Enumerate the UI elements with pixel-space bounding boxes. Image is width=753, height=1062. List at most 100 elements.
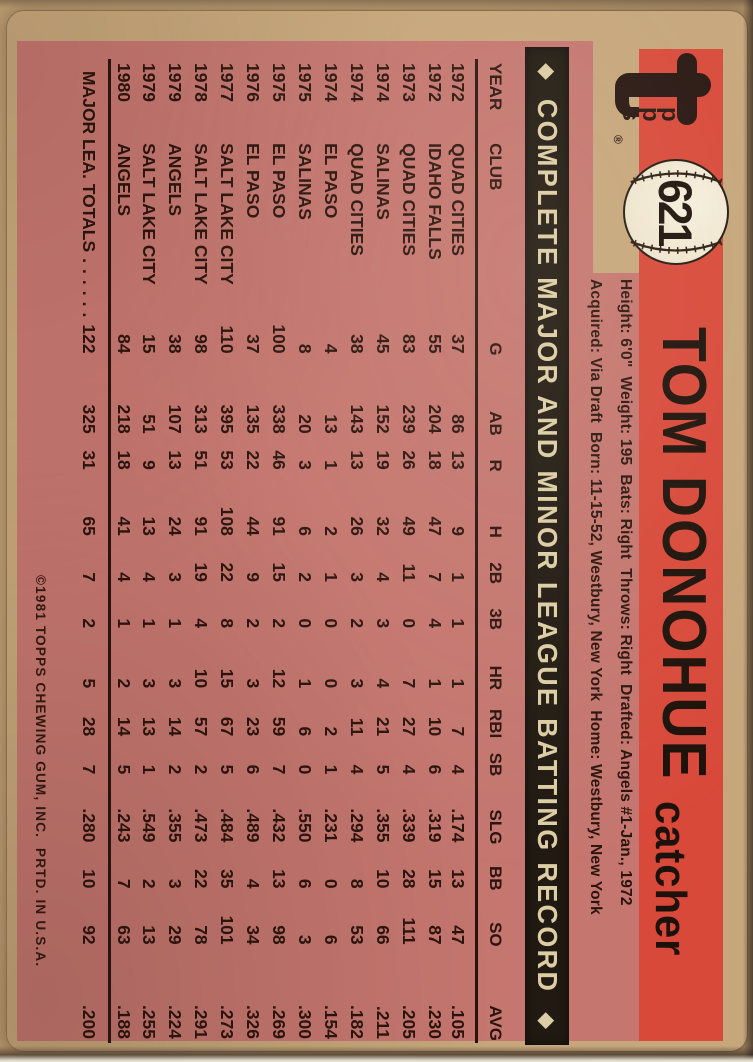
stat-cell: 46 — [269, 450, 289, 470]
stat-cell: 51 — [139, 414, 159, 434]
stat-cell: 19 — [373, 450, 393, 470]
banner-title: COMPLETE MAJOR AND MINOR LEAGUE BATTING … — [532, 98, 563, 994]
stat-cell: .355 — [373, 808, 393, 843]
stat-cell: 8 — [295, 343, 315, 354]
stat-cell: 4 — [321, 343, 341, 354]
column-header: SB — [486, 752, 505, 777]
baseball-icon: 621 — [623, 159, 729, 265]
stat-cell: 19 — [191, 562, 211, 582]
stat-cell: .489 — [243, 808, 263, 843]
stat-cell: 3 — [139, 678, 159, 689]
stat-cell: 18 — [113, 450, 134, 470]
stat-cell: 0 — [321, 618, 341, 629]
stat-cell: 4 — [373, 678, 393, 689]
year-cell: 1973 — [399, 63, 419, 102]
stat-cell: 395 — [217, 404, 237, 434]
stat-cell: 111 — [399, 917, 419, 945]
stat-cell: 0 — [399, 618, 419, 629]
stat-cell: .243 — [113, 808, 134, 843]
year-cell: 1975 — [269, 63, 289, 102]
stat-cell: 6 — [295, 526, 315, 536]
club-cell: IDAHO FALLS — [425, 143, 445, 260]
column-header: CLUB — [486, 143, 505, 191]
stat-cell: 6 — [295, 726, 315, 737]
stat-cell: 13 — [448, 450, 469, 470]
stat-cell: 18 — [425, 450, 445, 470]
stat-cell: 9 — [243, 572, 263, 582]
stat-cell: .273 — [217, 1004, 237, 1039]
year-cell: 1976 — [243, 63, 263, 102]
stat-cell: 4 — [373, 572, 393, 582]
stat-cell: 98 — [269, 925, 289, 945]
stat-cell: 2 — [113, 678, 134, 689]
stat-cell: .154 — [321, 1004, 341, 1039]
photo-edge-top — [0, 0, 753, 8]
registered-mark: ® — [611, 135, 625, 144]
stat-cell: 2 — [165, 764, 185, 775]
stat-cell: 1 — [139, 764, 159, 775]
totals-label: MAJOR LEA. TOTALS...... — [79, 71, 99, 324]
column-header: R — [486, 459, 505, 472]
column-header: SLG — [486, 809, 505, 845]
stat-cell: 13 — [139, 516, 159, 536]
stat-cell: 5 — [113, 764, 134, 775]
club-cell: ANGELS — [113, 143, 134, 217]
stat-cell: 5 — [217, 764, 237, 775]
club-cell: EL PASO — [269, 143, 289, 219]
totals-stat-cell: 325 — [79, 404, 99, 434]
stat-cell: 57 — [191, 716, 211, 737]
year-cell: 1979 — [139, 63, 159, 102]
stat-cell: 66 — [373, 925, 393, 945]
stat-cell: 3 — [165, 878, 185, 889]
club-cell: SALT LAKE CITY — [217, 143, 237, 285]
stat-cell: 37 — [243, 334, 263, 354]
stat-cell: 41 — [113, 516, 134, 536]
stat-cell: 59 — [269, 716, 289, 737]
year-cell: 1980 — [113, 63, 134, 102]
stat-cell: .355 — [165, 808, 185, 843]
stat-cell: 3 — [295, 460, 315, 470]
totals-stat-cell: 28 — [79, 716, 99, 737]
stat-cell: 14 — [165, 716, 185, 737]
stat-cell: 37 — [448, 334, 469, 354]
dotted-leader: ...... — [79, 258, 99, 324]
stat-cell: 4 — [448, 764, 469, 775]
stat-cell: 45 — [373, 334, 393, 354]
stat-cell: 22 — [191, 869, 211, 889]
column-header: BB — [486, 865, 505, 891]
column-header: H — [486, 525, 505, 538]
table-row: 1979 SALT LAKE CITY 15 51 9 13 4 1 3 13 1.549 2 13.2… — [136, 59, 162, 1043]
diamond-icon: ◆ — [535, 63, 560, 80]
stat-cell: .473 — [191, 808, 211, 843]
stat-cell: 8 — [217, 618, 237, 629]
stat-cell: 38 — [347, 334, 367, 354]
stat-cell: 4 — [191, 618, 211, 629]
stat-cell: 2 — [321, 526, 341, 536]
stat-cell: 4 — [347, 764, 367, 775]
stat-cell: 63 — [113, 925, 134, 945]
year-cell: 1972 — [425, 63, 445, 102]
stat-cell: .231 — [321, 808, 341, 843]
club-cell: SALINAS — [373, 143, 393, 220]
stat-cell: .326 — [243, 1004, 263, 1039]
stat-cell: .255 — [139, 1004, 159, 1039]
stat-cell: 47 — [425, 516, 445, 536]
table-row: 1977 SALT LAKE CITY 110 395 53 108 22 8 15 67 5 .48… — [214, 59, 240, 1043]
column-header: AVG — [486, 1005, 505, 1041]
stats-table: YEAR CLUB G AB R H 2B 3B HR RBI SB SLG BB SO AVG 1972 Q… — [78, 59, 507, 1043]
stat-cell: 1 — [113, 618, 134, 629]
stat-cell: .549 — [139, 808, 159, 843]
stat-cell: 0 — [295, 764, 315, 775]
stat-cell: 83 — [399, 334, 419, 354]
stat-cell: 313 — [191, 404, 211, 434]
stat-cell: 3 — [347, 572, 367, 582]
stat-cell: 4 — [113, 572, 134, 582]
stat-cell: 1 — [139, 618, 159, 629]
stat-cell: 107 — [165, 404, 185, 434]
totals-stat-cell: 10 — [79, 869, 99, 889]
stat-cell: 1 — [321, 764, 341, 775]
stat-cell: 6 — [295, 878, 315, 889]
stat-cell: 4 — [399, 764, 419, 775]
diamond-icon: ◆ — [535, 1012, 560, 1029]
